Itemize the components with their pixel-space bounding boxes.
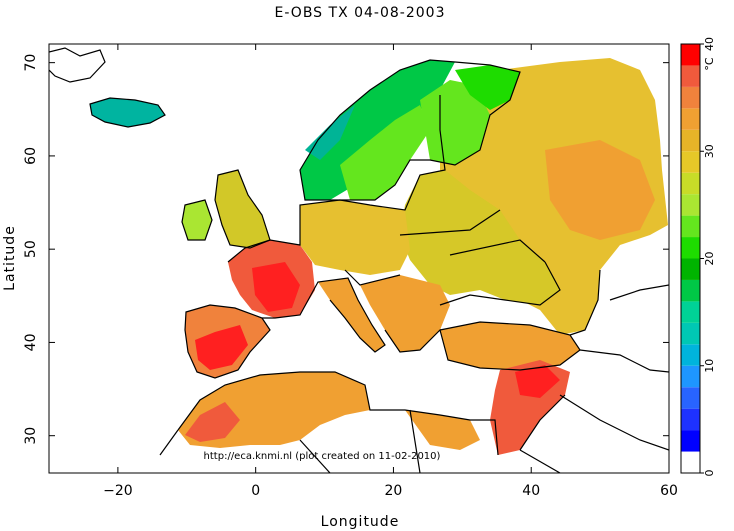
- region-central-europe: [300, 200, 410, 275]
- colorbar-unit: °C: [703, 57, 716, 71]
- colorbar-bin: [681, 387, 700, 409]
- region-turkey: [440, 322, 580, 370]
- region-norway: [300, 60, 455, 200]
- colorbar-bin: [681, 86, 700, 109]
- y-axis-label: Latitude: [2, 225, 18, 291]
- colorbar-bin: [681, 301, 700, 323]
- colorbar-bin: [681, 430, 700, 452]
- colorbar-tick-label: 40: [703, 37, 716, 51]
- colorbar-bin: [681, 108, 700, 130]
- region-iberia-red: [195, 325, 248, 370]
- colorbar-bin: [681, 322, 700, 345]
- region-egypt: [405, 410, 480, 450]
- y-tick-label: 30: [23, 427, 39, 445]
- colorbar-bin: [681, 44, 700, 66]
- colorbar-bin: [681, 258, 700, 280]
- y-tick-label: 60: [23, 147, 39, 165]
- colorbar[interactable]: 0 10 20 30 40 °C: [680, 37, 716, 477]
- region-norway-cool: [305, 105, 355, 160]
- region-iceland: [90, 98, 165, 127]
- x-tick-label: 60: [660, 483, 678, 499]
- greenland-coast: [49, 47, 106, 83]
- map-plot-area[interactable]: [49, 44, 669, 473]
- y-tick-label: 70: [23, 54, 39, 72]
- region-finland: [420, 80, 490, 165]
- colorbar-bin: [681, 365, 700, 388]
- region-britain: [215, 170, 270, 248]
- x-axis-label: Longitude: [321, 514, 400, 530]
- region-ireland: [182, 200, 212, 240]
- region-syria-red: [515, 365, 560, 398]
- colorbar-tick-label: 20: [703, 252, 716, 266]
- colorbar-bin: [681, 215, 700, 238]
- x-tick-label: 40: [522, 483, 540, 499]
- x-tick-label: 20: [385, 483, 403, 499]
- region-italy: [318, 278, 385, 352]
- colorbar-bin: [681, 194, 700, 216]
- credit-text: http://eca.knmi.nl (plot created on 11-0…: [204, 451, 441, 462]
- colorbar-bin: [681, 344, 700, 366]
- colorbar-bin: [681, 65, 700, 87]
- coastlines: [89, 59, 669, 473]
- colorbar-tick-label: 30: [703, 144, 716, 158]
- colorbar-bin: [681, 129, 700, 152]
- region-eastern-europe: [400, 170, 560, 305]
- region-north-africa-hot: [185, 402, 240, 442]
- colorbar-bin: [681, 151, 700, 173]
- colorbar-tick-label: 10: [703, 359, 716, 373]
- colorbar-bin: [681, 237, 700, 259]
- colorbar-bin: [681, 408, 700, 431]
- region-france-red: [252, 262, 300, 312]
- map-title: E-OBS TX 04-08-2003: [275, 5, 446, 21]
- x-tick-label: −20: [103, 483, 133, 499]
- map-frame: [48, 43, 670, 474]
- colorbar-bin: [681, 279, 700, 302]
- colorbar-bin: [681, 172, 700, 195]
- region-balkans: [360, 275, 450, 352]
- region-karelia: [455, 65, 520, 110]
- x-tick-label: 0: [251, 483, 260, 499]
- colorbar-bin: [681, 451, 700, 473]
- region-sweden: [340, 105, 430, 200]
- colorbar-tick-label: 0: [703, 470, 716, 477]
- y-tick-label: 40: [23, 334, 39, 352]
- axes: −20 0 20 40 60 30 40 50 60 70: [23, 44, 678, 499]
- y-tick-label: 50: [23, 240, 39, 258]
- region-russia-orange: [545, 140, 655, 240]
